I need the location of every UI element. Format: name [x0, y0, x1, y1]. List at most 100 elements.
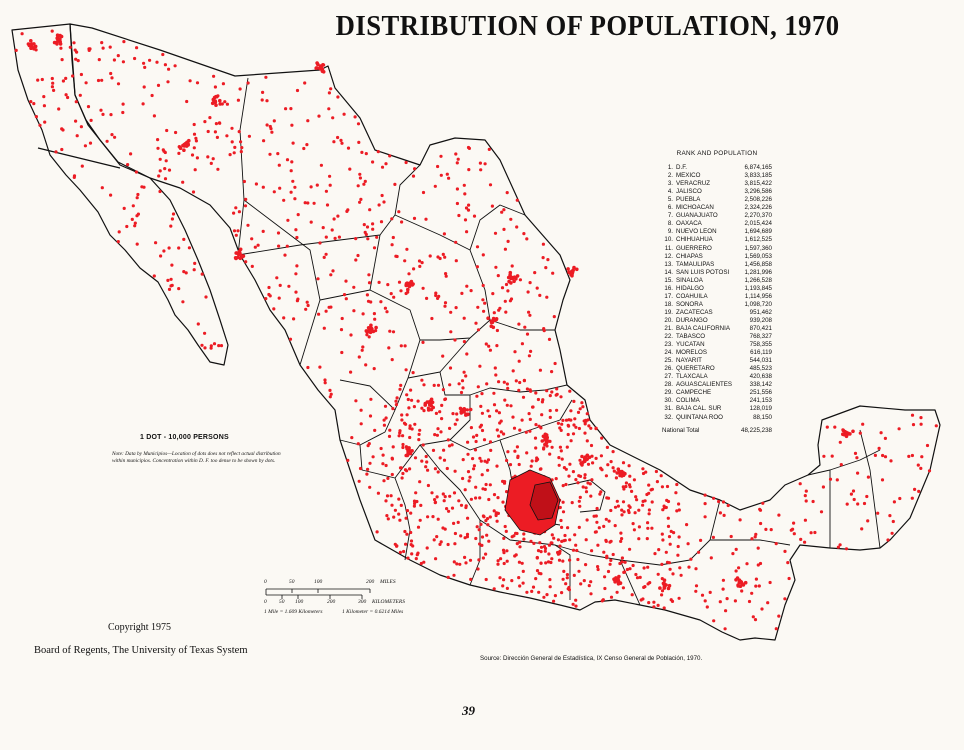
population-dot [89, 118, 93, 122]
population-dot [340, 141, 344, 145]
population-dot [634, 572, 638, 577]
population-dot [117, 230, 121, 234]
population-dot [506, 386, 510, 390]
population-dot [184, 271, 188, 275]
population-dot [596, 565, 600, 569]
population-dot [590, 549, 594, 553]
population-dot [321, 226, 325, 230]
population-dot [344, 297, 348, 301]
population-dot [409, 388, 413, 392]
population-dot [482, 309, 486, 313]
population-dot [515, 225, 519, 229]
population-dot [371, 227, 375, 231]
population-dot [664, 550, 668, 554]
population-dot [457, 213, 461, 218]
population-dot [330, 228, 334, 232]
population-dot [369, 323, 373, 328]
population-dot [729, 534, 733, 539]
rank-row: 6. MICHOACAN 2,324,226 [662, 204, 772, 212]
population-dot [327, 91, 331, 95]
population-dot [364, 152, 368, 156]
population-dot [628, 474, 632, 478]
population-dot [754, 532, 758, 537]
population-dot [352, 285, 356, 289]
population-dot [486, 409, 490, 413]
population-dot [393, 182, 397, 186]
population-dot [642, 566, 646, 570]
population-dot [442, 448, 446, 452]
population-dot [545, 295, 549, 299]
population-dot [387, 434, 392, 438]
population-dot [167, 287, 172, 291]
population-dot [694, 584, 699, 588]
population-dot [133, 221, 137, 225]
population-dot [339, 138, 343, 142]
state-name: SAN LUIS POTOSI [676, 268, 730, 276]
population-dot [109, 71, 113, 76]
population-dot [436, 427, 440, 431]
population-dot [424, 454, 428, 459]
population-dot [116, 82, 121, 86]
population-dot [192, 268, 196, 272]
population-dot [856, 471, 860, 475]
population-dot [583, 431, 587, 435]
population-dot [676, 553, 680, 557]
population-dot [110, 133, 114, 137]
population-dot [411, 174, 416, 178]
population-dot [721, 578, 726, 582]
population-dot [455, 562, 459, 566]
population-dot [452, 521, 456, 526]
state-population: 616,119 [750, 349, 772, 357]
population-dot [563, 533, 567, 538]
population-dot [96, 78, 101, 83]
dot-legend-note: Note: Data by Municipios—Location of dot… [112, 451, 281, 464]
population-dot [192, 132, 197, 136]
population-dot [364, 329, 369, 333]
population-dot [218, 121, 222, 125]
population-dot [539, 545, 544, 549]
population-dot [581, 405, 585, 409]
population-dot [295, 235, 299, 240]
population-dot [529, 464, 533, 468]
population-dot [289, 169, 293, 173]
population-dot [518, 545, 522, 549]
population-dot [612, 577, 616, 581]
population-dot [456, 520, 460, 525]
population-dot [889, 459, 893, 463]
population-dot [664, 505, 668, 510]
population-dot [596, 567, 600, 572]
population-dot [509, 217, 513, 221]
population-dot [443, 255, 447, 259]
miles-tick-200: 200 [366, 579, 375, 585]
population-dot [497, 411, 501, 415]
miles-tick-100: 100 [314, 579, 323, 585]
population-dot [726, 503, 730, 508]
population-dot [422, 409, 426, 413]
population-dot [228, 153, 232, 157]
population-dot [475, 265, 479, 269]
population-dot [75, 134, 79, 138]
population-dot [305, 300, 309, 304]
population-dot [666, 586, 671, 591]
population-dot [811, 499, 815, 504]
state-population: 241,153 [749, 397, 772, 405]
population-dot [454, 259, 458, 263]
population-dot [453, 542, 457, 546]
population-dot [469, 426, 473, 430]
population-dot [769, 528, 773, 532]
population-dot [164, 159, 168, 163]
population-dot [880, 478, 885, 482]
population-dot [386, 476, 390, 480]
page-number: 39 [462, 703, 475, 718]
population-dot [246, 81, 250, 85]
population-dot [582, 456, 587, 461]
rank-number: 12. [664, 252, 673, 260]
population-dot [105, 139, 109, 143]
population-dot [589, 592, 593, 596]
population-dot [178, 146, 183, 150]
population-dot [666, 499, 671, 504]
population-dot [167, 168, 172, 172]
population-dot [518, 584, 522, 588]
population-dot [783, 549, 787, 554]
population-dot [32, 102, 36, 106]
